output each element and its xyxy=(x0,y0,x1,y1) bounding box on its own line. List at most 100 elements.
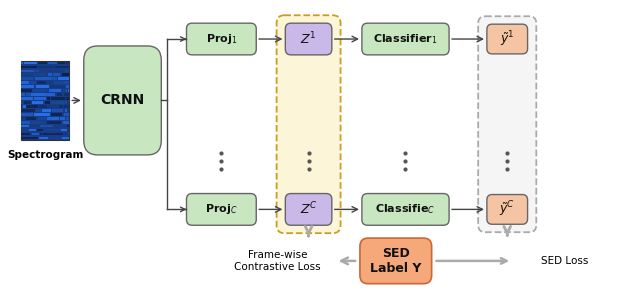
Bar xyxy=(66,117,69,119)
Bar xyxy=(65,109,67,112)
Bar xyxy=(54,81,62,84)
Bar xyxy=(40,125,53,128)
Bar xyxy=(40,69,49,72)
Text: Classifie$_C$: Classifie$_C$ xyxy=(375,202,435,216)
FancyBboxPatch shape xyxy=(478,16,536,232)
Bar xyxy=(21,89,32,92)
Bar xyxy=(32,101,43,104)
Bar xyxy=(21,133,30,135)
Bar xyxy=(65,133,67,135)
Bar xyxy=(62,74,69,76)
Text: SED
Label Y: SED Label Y xyxy=(370,247,422,275)
Bar xyxy=(52,77,57,80)
Bar xyxy=(49,89,61,92)
Text: $Z^C$: $Z^C$ xyxy=(300,201,317,218)
Bar xyxy=(48,74,52,76)
Bar xyxy=(53,74,60,76)
Bar xyxy=(59,105,63,108)
Bar xyxy=(34,89,47,92)
Bar xyxy=(42,109,50,112)
Bar xyxy=(65,89,67,92)
Bar xyxy=(52,97,65,100)
Bar xyxy=(21,121,30,124)
Bar xyxy=(43,133,47,135)
Bar xyxy=(48,105,58,108)
Bar xyxy=(34,97,45,100)
Bar xyxy=(21,81,29,84)
Bar xyxy=(23,105,26,108)
Bar xyxy=(55,125,65,128)
Bar xyxy=(37,129,44,131)
Bar xyxy=(44,129,60,131)
Bar xyxy=(63,81,69,84)
Bar xyxy=(55,66,69,68)
Bar xyxy=(50,85,65,88)
FancyBboxPatch shape xyxy=(187,194,256,225)
Bar xyxy=(68,89,69,92)
Bar xyxy=(21,69,34,72)
Bar xyxy=(21,74,32,76)
Bar xyxy=(34,113,50,116)
Bar xyxy=(21,129,28,131)
Bar xyxy=(21,125,29,128)
FancyBboxPatch shape xyxy=(360,238,432,284)
Bar xyxy=(63,121,69,124)
Text: Classifier$_1$: Classifier$_1$ xyxy=(373,32,438,46)
Bar xyxy=(30,125,40,128)
Bar xyxy=(34,74,46,76)
Bar xyxy=(50,137,61,139)
FancyBboxPatch shape xyxy=(285,23,332,55)
Bar xyxy=(38,66,54,68)
Bar xyxy=(21,93,26,96)
Bar xyxy=(68,129,69,131)
Bar xyxy=(58,77,69,80)
Bar xyxy=(63,105,69,108)
Bar xyxy=(47,133,63,135)
Text: $Z^1$: $Z^1$ xyxy=(300,31,317,47)
Bar xyxy=(35,77,51,80)
Bar xyxy=(24,62,37,64)
Bar xyxy=(45,93,55,96)
Bar xyxy=(21,62,23,64)
Bar xyxy=(37,81,46,84)
Bar xyxy=(21,97,33,100)
FancyBboxPatch shape xyxy=(487,194,527,224)
Bar xyxy=(39,137,49,139)
Bar xyxy=(38,117,46,119)
Bar xyxy=(26,93,30,96)
Bar xyxy=(36,109,40,112)
Bar xyxy=(40,133,42,135)
Bar xyxy=(21,66,37,68)
Bar xyxy=(21,109,35,112)
Bar xyxy=(66,97,69,100)
Text: $\tilde{y}^1$: $\tilde{y}^1$ xyxy=(500,29,514,49)
Bar xyxy=(64,113,69,116)
Bar xyxy=(47,97,50,100)
Bar xyxy=(31,93,45,96)
Bar xyxy=(62,137,69,139)
Bar xyxy=(48,62,57,64)
Bar xyxy=(64,93,69,96)
Bar xyxy=(51,101,67,104)
Bar xyxy=(30,81,36,84)
FancyBboxPatch shape xyxy=(187,23,256,55)
FancyBboxPatch shape xyxy=(21,61,69,140)
Text: Frame-wise
Contrastive Loss: Frame-wise Contrastive Loss xyxy=(234,250,321,272)
Bar xyxy=(47,81,53,84)
Bar xyxy=(50,69,63,72)
Bar xyxy=(21,113,33,116)
Bar xyxy=(21,77,33,80)
Bar xyxy=(47,121,62,124)
Bar xyxy=(29,129,35,131)
FancyBboxPatch shape xyxy=(362,23,449,55)
Bar xyxy=(21,101,22,104)
Bar xyxy=(27,105,38,108)
Bar xyxy=(67,62,69,64)
Text: $\tilde{y}^C$: $\tilde{y}^C$ xyxy=(499,200,515,219)
Bar xyxy=(52,113,62,116)
FancyBboxPatch shape xyxy=(84,46,161,155)
Bar xyxy=(21,117,25,119)
Bar xyxy=(66,85,69,88)
Bar xyxy=(67,125,69,128)
Bar xyxy=(31,121,45,124)
